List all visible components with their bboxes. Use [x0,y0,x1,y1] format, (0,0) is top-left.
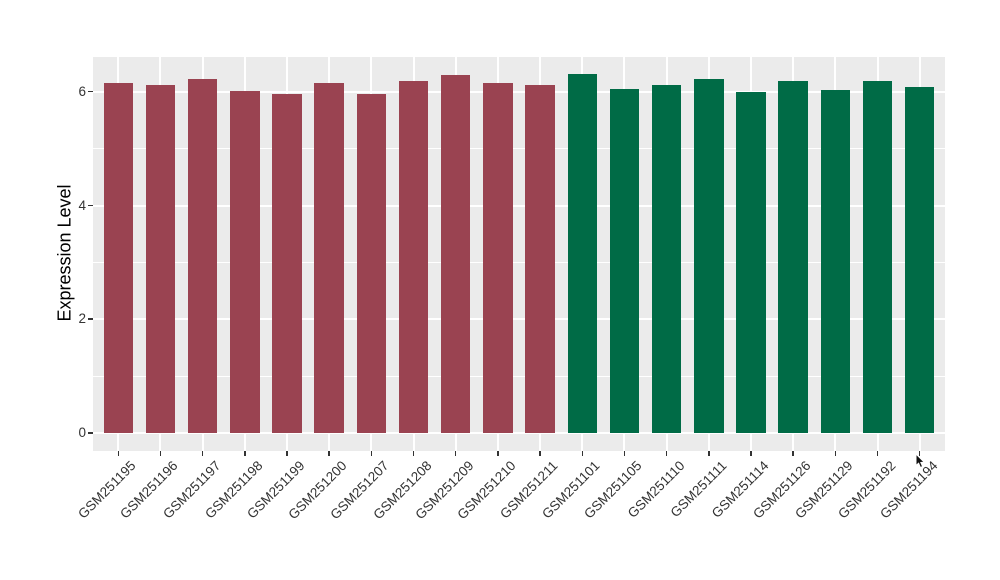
gridline-major [93,90,945,93]
gridline-major [93,318,945,321]
y-tick-mark [88,90,93,93]
bar [187,78,218,433]
x-tick-mark [454,451,457,456]
bar [398,81,429,433]
gridline-minor [93,261,945,263]
bar [272,93,302,433]
gridline-major [93,204,945,207]
mouse-cursor-icon [915,454,926,469]
bar [230,90,260,433]
bar [103,82,134,433]
bar [651,85,682,433]
x-tick-mark [244,451,246,456]
x-tick-mark [918,451,921,456]
bar [862,80,893,433]
bar [820,90,851,433]
x-tick-mark [201,451,204,456]
x-tick-mark [286,451,288,456]
bar [314,82,344,433]
y-tick-mark [88,432,93,434]
x-tick-mark [581,451,584,456]
x-tick-mark [328,451,330,456]
x-tick-mark [497,451,499,456]
x-tick-mark [665,451,668,456]
y-tick-label: 4 [78,197,86,213]
y-tick-label: 2 [78,311,86,327]
bar [609,89,640,433]
x-tick-mark [834,451,837,456]
bar [567,74,598,433]
x-tick-mark [623,451,626,456]
bar [736,92,766,433]
bar [440,75,471,433]
chart-panel [93,57,945,451]
x-tick-mark [412,451,415,456]
gridline-minor [93,375,945,377]
x-tick-mark [708,451,710,456]
y-tick-mark [88,204,93,207]
x-tick-mark [750,451,752,456]
bar [694,78,724,433]
x-tick-mark [370,451,373,456]
x-tick-mark [539,451,541,456]
bar [904,86,935,433]
gridline-major [93,432,945,434]
y-tick-label: 0 [78,425,86,440]
x-tick-mark [117,451,120,456]
bar [145,84,176,433]
y-tick-label: 6 [78,83,86,99]
bar [525,84,555,433]
bar [356,93,387,433]
x-tick-mark [792,451,794,456]
bar [483,82,513,433]
gridline-minor [93,148,945,150]
x-tick-mark [159,451,162,456]
x-tick-mark [876,451,879,456]
y-tick-mark [88,318,93,320]
bar [778,81,808,433]
